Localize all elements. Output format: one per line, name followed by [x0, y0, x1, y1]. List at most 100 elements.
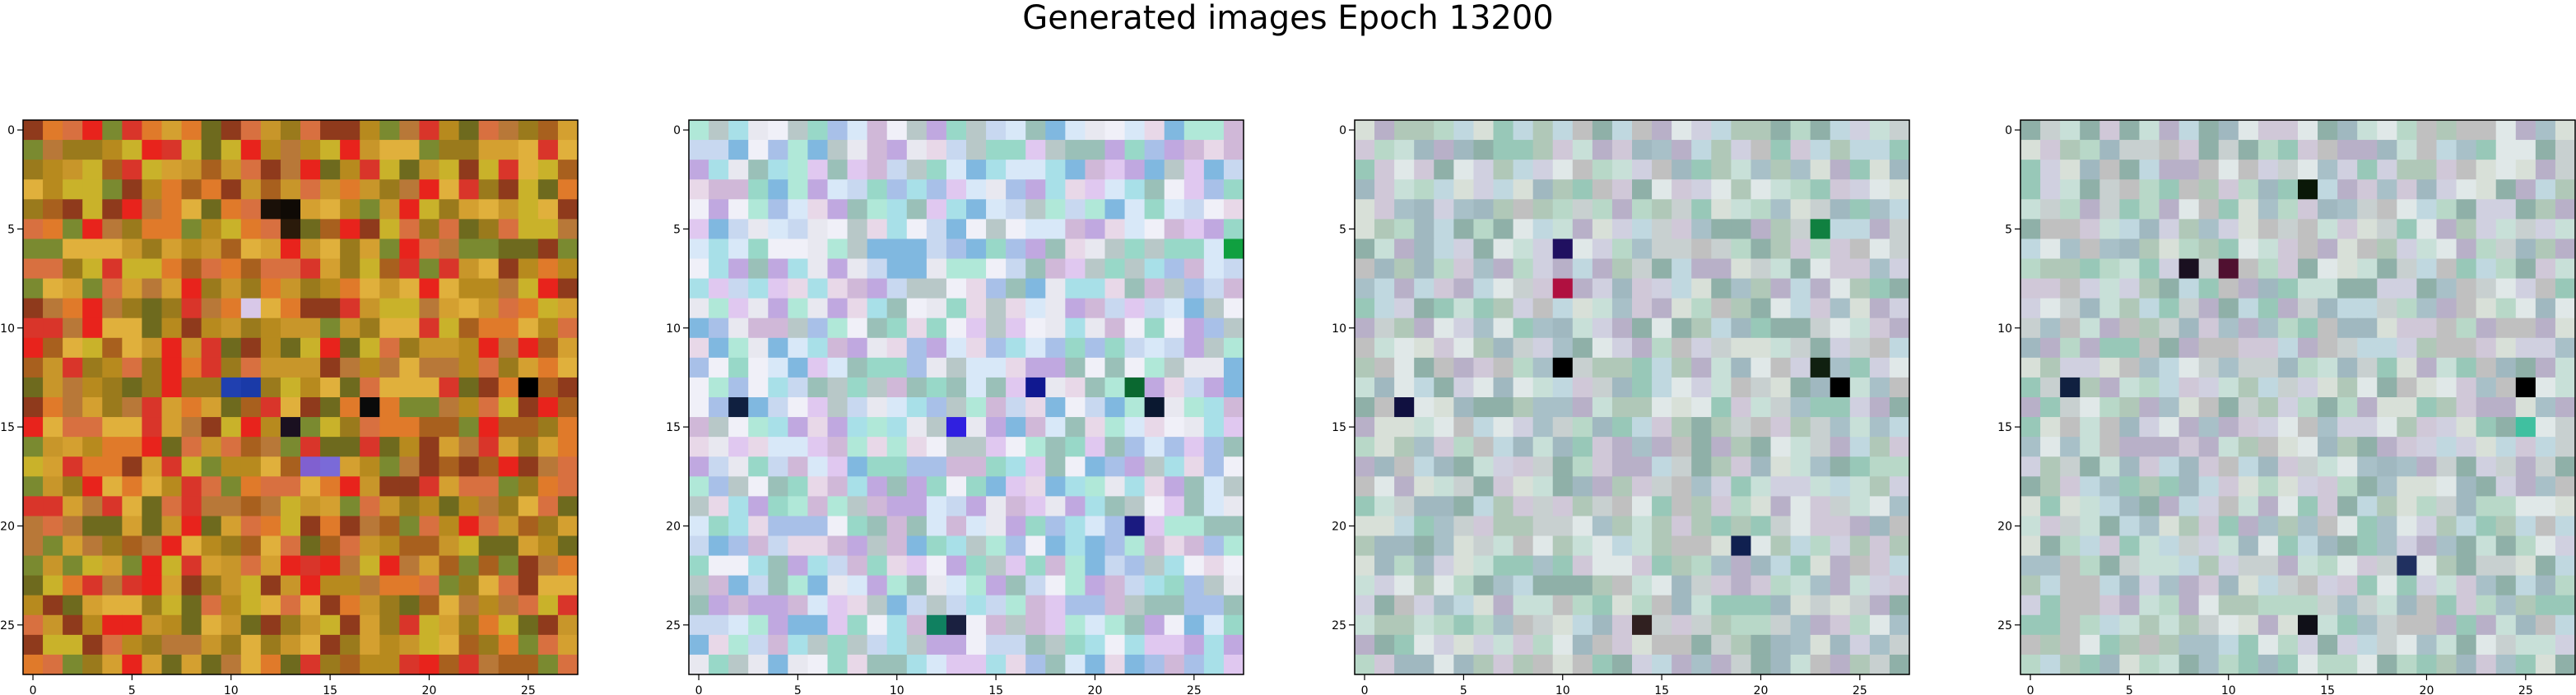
pixel-cell — [689, 239, 709, 259]
pixel-cell — [2080, 397, 2100, 418]
pixel-cell — [1791, 516, 1811, 536]
pixel-cell — [1632, 576, 1653, 596]
pixel-cell — [261, 556, 281, 577]
pixel-cell — [1494, 397, 1514, 418]
pixel-cell — [1374, 516, 1395, 536]
pixel-cell — [2457, 516, 2477, 536]
pixel-cell — [1612, 378, 1633, 398]
pixel-cell — [2040, 417, 2061, 438]
pixel-cell — [221, 318, 242, 339]
pixel-cell — [300, 615, 321, 636]
pixel-cell — [788, 496, 808, 517]
pixel-cell — [1593, 279, 1613, 299]
pixel-cell — [807, 299, 828, 319]
pixel-cell — [142, 120, 162, 141]
pixel-cell — [2516, 378, 2536, 398]
pixel-cell — [788, 516, 808, 536]
pixel-cell — [848, 496, 868, 517]
pixel-cell — [419, 397, 439, 418]
pixel-cell — [2179, 378, 2200, 398]
pixel-cell — [1085, 496, 1105, 517]
pixel-cell — [2337, 279, 2358, 299]
pixel-cell — [848, 437, 868, 457]
pixel-cell — [867, 516, 888, 536]
pixel-cell — [2437, 120, 2457, 141]
pixel-cell — [2080, 496, 2100, 517]
pixel-cell — [2060, 378, 2081, 398]
pixel-cell — [1711, 417, 1732, 438]
pixel-cell — [1453, 120, 1474, 141]
pixel-cell — [1533, 397, 1554, 418]
pixel-cell — [768, 140, 788, 160]
pixel-cell — [927, 556, 947, 577]
pixel-cell — [2337, 476, 2358, 497]
pixel-cell — [1355, 378, 1375, 398]
pixel-cell — [1025, 417, 1046, 438]
pixel-cell — [907, 259, 928, 280]
pixel-cell — [1374, 358, 1395, 378]
pixel-cell — [748, 536, 769, 557]
pixel-cell — [2377, 219, 2397, 239]
pixel-cell — [1850, 476, 1871, 497]
pixel-cell — [1165, 318, 1185, 339]
pixel-cell — [2337, 576, 2358, 596]
pixel-cell — [1355, 239, 1375, 259]
pixel-cell — [2357, 120, 2378, 141]
pixel-cell — [479, 120, 500, 141]
pixel-cell — [2377, 456, 2397, 477]
pixel-cell — [1434, 378, 1454, 398]
pixel-cell — [300, 655, 321, 675]
pixel-cell — [1145, 576, 1165, 596]
pixel-cell — [2516, 120, 2536, 141]
pixel-cell — [848, 239, 868, 259]
pixel-cell — [1672, 417, 1692, 438]
pixel-cell — [907, 417, 928, 438]
pixel-cell — [1573, 496, 1593, 517]
pixel-cell — [1145, 299, 1165, 319]
pixel-cell — [2060, 140, 2081, 160]
pixel-cell — [1165, 615, 1185, 636]
pixel-cell — [2099, 615, 2120, 636]
pixel-cell — [2219, 476, 2239, 497]
pixel-cell — [1065, 140, 1086, 160]
pixel-cell — [102, 239, 123, 259]
pixel-cell — [1553, 417, 1574, 438]
pixel-cell — [2160, 456, 2180, 477]
pixel-cell — [162, 358, 183, 378]
pixel-cell — [1890, 160, 1910, 180]
pixel-cell — [2496, 635, 2517, 656]
pixel-cell — [1593, 576, 1613, 596]
pixel-cell — [1652, 615, 1672, 636]
pixel-cell — [479, 279, 500, 299]
pixel-cell — [419, 219, 439, 239]
pixel-cell — [2516, 160, 2536, 180]
pixel-cell — [241, 655, 262, 675]
pixel-cell — [1850, 615, 1871, 636]
pixel-cell — [1890, 239, 1910, 259]
pixel-cell — [23, 417, 44, 438]
pixel-cell — [2219, 397, 2239, 418]
pixel-cell — [1085, 595, 1105, 616]
pixel-cell — [2457, 595, 2477, 616]
pixel-cell — [2496, 199, 2517, 220]
pixel-cell — [2199, 199, 2220, 220]
pixel-cell — [518, 615, 539, 636]
pixel-cell — [2457, 219, 2477, 239]
pixel-cell — [202, 338, 222, 359]
pixel-cell — [1374, 635, 1395, 656]
pixel-cell — [1105, 437, 1126, 457]
pixel-cell — [1573, 120, 1593, 141]
pixel-cell — [1850, 179, 1871, 200]
pixel-cell — [2020, 299, 2041, 319]
pixel-cell — [1870, 397, 1890, 418]
pixel-cell — [1514, 120, 1534, 141]
pixel-cell — [2099, 456, 2120, 477]
pixel-cell — [1850, 219, 1871, 239]
pixel-cell — [728, 318, 749, 339]
pixel-cell — [1105, 120, 1126, 141]
pixel-cell — [2219, 140, 2239, 160]
pixel-cell — [63, 318, 83, 339]
pixel-cell — [1830, 160, 1851, 180]
pixel-cell — [241, 595, 262, 616]
pixel-cell — [807, 219, 828, 239]
